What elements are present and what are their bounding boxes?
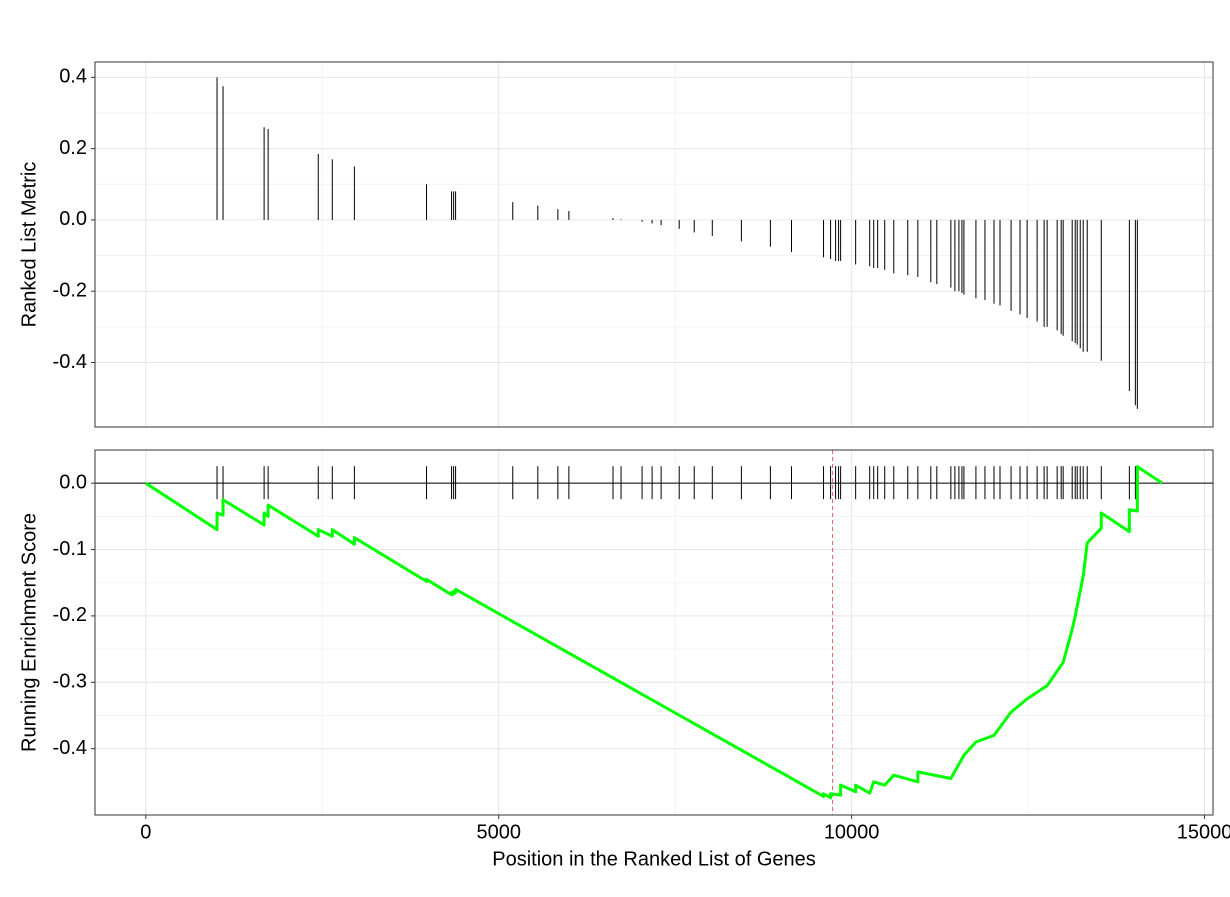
y-axis-title: Running Enrichment Score	[18, 513, 40, 752]
y-tick-label: 0.0	[59, 471, 87, 493]
y-tick-label: 0.0	[59, 208, 87, 230]
y-tick-label: 0.2	[59, 137, 87, 159]
x-tick-label: 5000	[476, 821, 521, 843]
y-tick-label: -0.1	[53, 538, 87, 560]
y-tick-label: -0.3	[53, 671, 87, 693]
y-tick-label: -0.4	[53, 737, 87, 759]
y-tick-label: -0.2	[53, 279, 87, 301]
y-tick-label: -0.2	[53, 604, 87, 626]
panel-border	[94, 61, 1214, 428]
y-tick-label: 0.4	[59, 66, 87, 88]
x-axis-title: Position in the Ranked List of Genes	[492, 848, 816, 870]
x-tick-label: 10000	[824, 821, 880, 843]
running-score-line	[144, 465, 1164, 800]
x-tick-label: 0	[140, 821, 151, 843]
y-axis-title: Ranked List Metric	[18, 162, 40, 328]
panel-border	[94, 449, 1214, 816]
x-tick-label: 15000	[1177, 821, 1230, 843]
y-tick-label: -0.4	[53, 351, 87, 373]
